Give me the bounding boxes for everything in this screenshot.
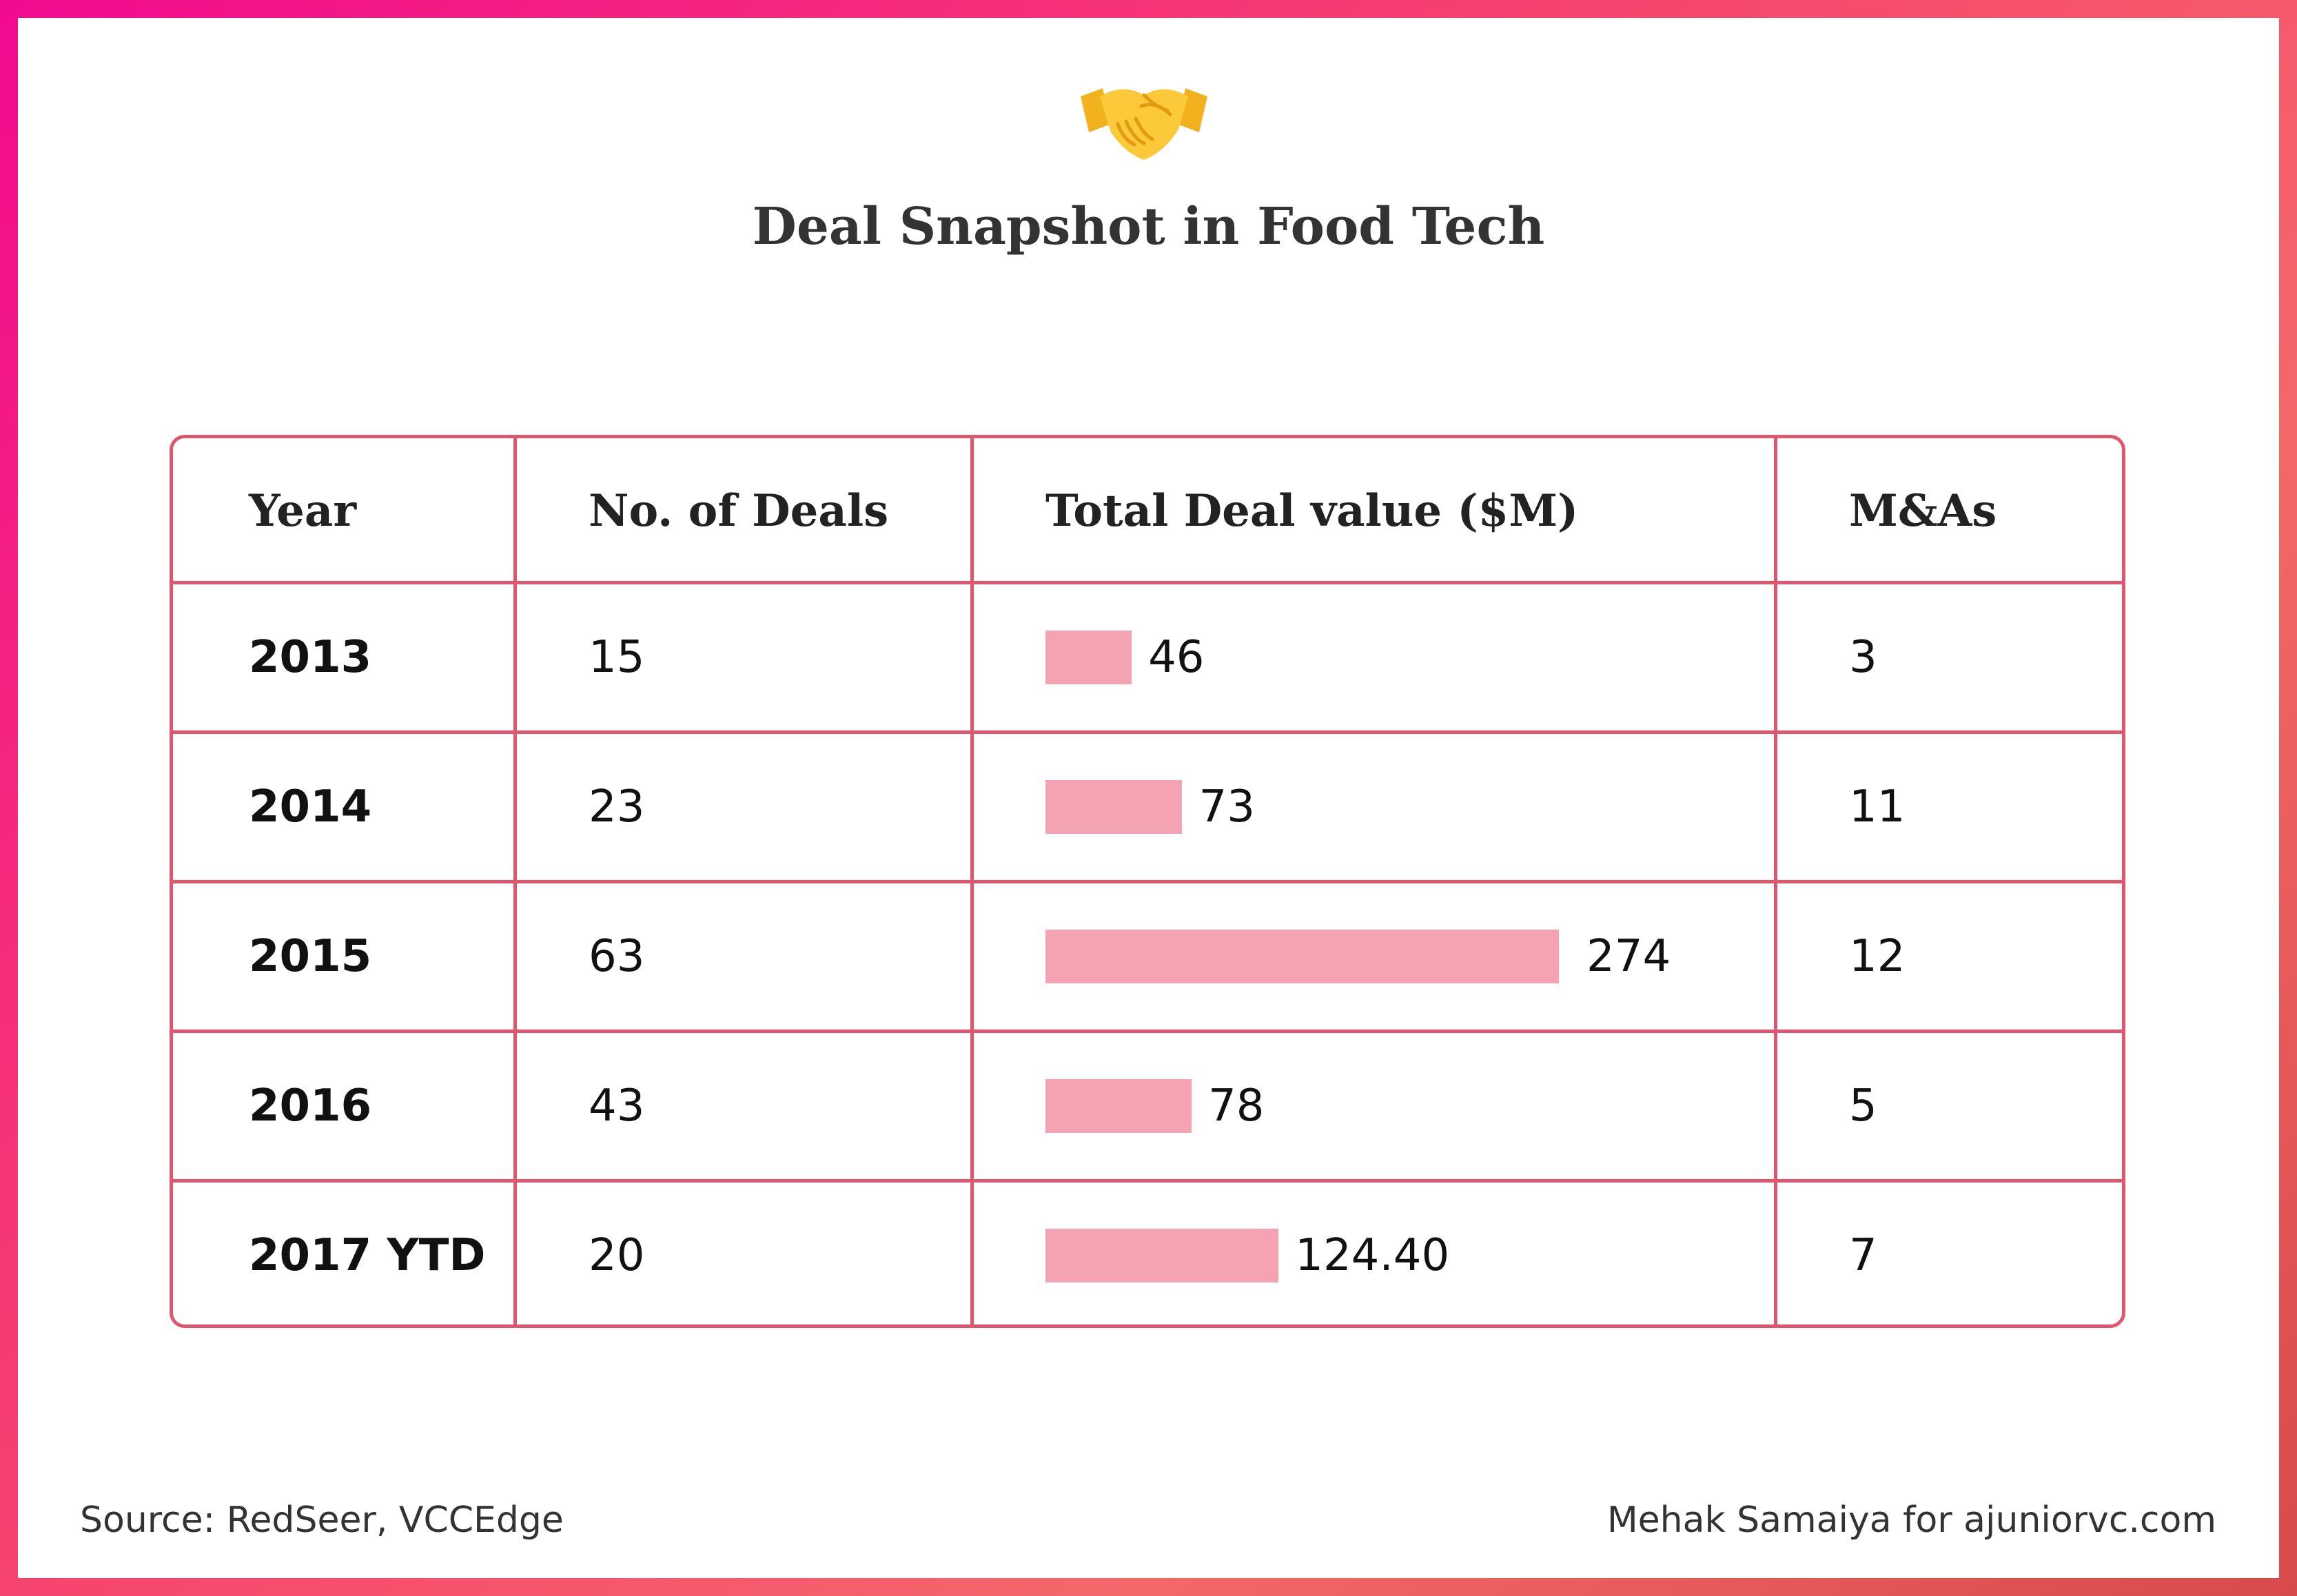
value-bar-2017-ytd: [1045, 1229, 1279, 1282]
row-divider: [173, 1030, 2122, 1033]
value-label-2017-ytd: 124.40: [1295, 1230, 1450, 1281]
row-divider: [173, 730, 2122, 734]
value-label-2016: 78: [1208, 1081, 1265, 1132]
header-value: Total Deal value ($M): [1045, 485, 1579, 537]
row-divider: [173, 1179, 2122, 1183]
deals-cell: 20: [589, 1230, 645, 1281]
deal-table: Year No. of Deals Total Deal value ($M) …: [170, 435, 2125, 1328]
deals-cell: 15: [589, 632, 645, 683]
author-credit: Mehak Samaiya for ajuniorvc.com: [1606, 1500, 2216, 1541]
year-cell: 2017 YTD: [249, 1230, 486, 1281]
header-mas: M&As: [1849, 485, 1997, 537]
value-label-2015: 274: [1586, 931, 1671, 982]
header-deals: No. of Deals: [589, 485, 889, 537]
handshake-icon: [1075, 76, 1213, 172]
deals-cell: 43: [589, 1081, 645, 1132]
year-cell: 2015: [249, 931, 372, 982]
mas-cell: 3: [1849, 632, 1877, 683]
chart-title: Deal Snapshot in Food Tech: [752, 197, 1545, 256]
mas-cell: 5: [1849, 1081, 1877, 1132]
row-divider: [173, 880, 2122, 883]
handshake-svg: [1081, 88, 1207, 160]
value-label-2014: 73: [1198, 781, 1255, 832]
mas-cell: 7: [1849, 1230, 1877, 1281]
mas-cell: 11: [1849, 781, 1906, 832]
source-note: Source: RedSeer, VCCEdge: [80, 1500, 564, 1541]
value-bar-2014: [1045, 780, 1183, 834]
year-cell: 2013: [249, 632, 372, 683]
deals-cell: 63: [589, 931, 645, 982]
value-bar-2013: [1045, 631, 1132, 684]
year-cell: 2016: [249, 1081, 372, 1132]
value-bar-2015: [1045, 930, 1559, 983]
row-divider: [173, 581, 2122, 584]
deals-cell: 23: [589, 781, 645, 832]
value-bar-2016: [1045, 1079, 1192, 1133]
year-cell: 2014: [249, 781, 372, 832]
value-label-2013: 46: [1148, 632, 1205, 683]
header-year: Year: [249, 485, 357, 537]
mas-cell: 12: [1849, 931, 1906, 982]
